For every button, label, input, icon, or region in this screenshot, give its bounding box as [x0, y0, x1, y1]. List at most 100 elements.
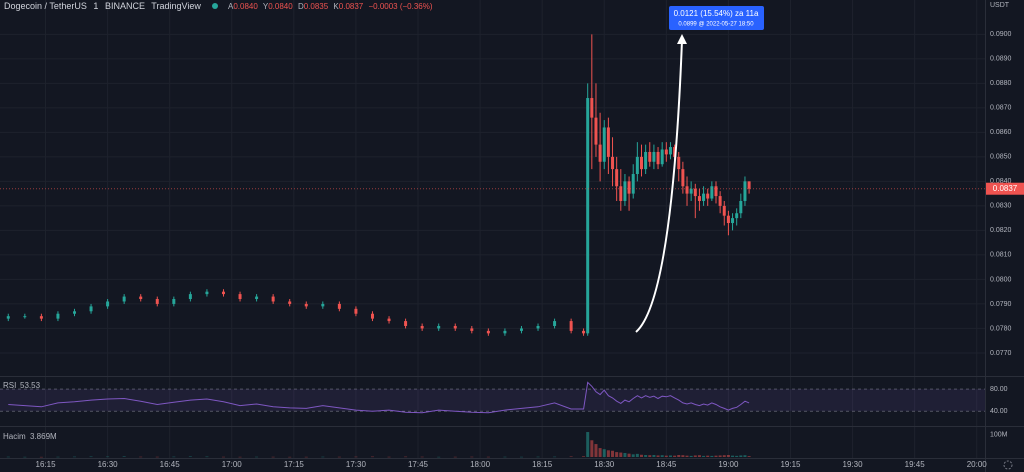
volume-legend-value: 3.869M [30, 432, 57, 441]
volume-bar [726, 454, 730, 457]
volume-bar [706, 455, 710, 457]
x-tick-label: 20:00 [967, 460, 988, 469]
volume-bar [635, 453, 639, 457]
candle-body [726, 215, 730, 224]
y-tick-label: 0.0800 [990, 276, 1012, 283]
measure-arrowhead [677, 34, 687, 44]
rsi-title: RSI [3, 381, 16, 390]
settings-icon[interactable] [1003, 460, 1013, 470]
x-tick-label: 16:45 [160, 460, 181, 469]
candle-body [304, 303, 308, 307]
volume-bar [735, 455, 739, 457]
rsi-line [8, 381, 750, 414]
volume-bar [598, 448, 602, 457]
candle-body [718, 196, 722, 206]
status-dot [212, 3, 218, 9]
volume-bar [205, 456, 209, 458]
change: −0.0003 (−0.36%) [368, 2, 432, 11]
candle-body [660, 149, 664, 165]
volume-bar [238, 456, 242, 458]
candle-body [706, 193, 710, 199]
candle-body [238, 294, 242, 300]
candle-body [685, 186, 689, 194]
x-tick-label: 17:00 [222, 460, 243, 469]
candle-body [139, 296, 143, 300]
candle-body [668, 147, 672, 155]
volume-bar [221, 456, 225, 458]
x-tick-label: 18:30 [594, 460, 615, 469]
candle-body [693, 188, 697, 197]
candle-body [39, 316, 43, 319]
last-price-label: 0.0837 [993, 184, 1018, 193]
volume-bar [6, 456, 10, 458]
ohlc-legend: A0.0840 Y0.0840 D0.0835 K0.0837 −0.0003 … [228, 2, 433, 11]
candle-body [569, 321, 573, 331]
candle-body [437, 325, 441, 329]
candle-body [747, 181, 751, 189]
volume-bar [72, 456, 76, 458]
volume-bar [681, 455, 685, 457]
source: TradingView [151, 1, 201, 11]
x-tick-label: 17:30 [346, 460, 367, 469]
candle-body [23, 316, 27, 318]
volume-bar [553, 456, 557, 458]
ohlc-label: K [333, 2, 339, 11]
volume-bar [420, 456, 424, 458]
candle-body [623, 181, 627, 201]
volume-bar [714, 455, 718, 457]
ohlc-value: 0.0837 [339, 2, 364, 11]
volume-bar [122, 456, 126, 457]
candle-body [689, 188, 693, 194]
candle-body [710, 186, 714, 199]
volume-bar [106, 456, 110, 458]
candle-body [172, 299, 176, 304]
rsi-band [0, 389, 985, 412]
y-tick-label: 0.0850 [990, 154, 1012, 161]
volume-bar [337, 456, 341, 458]
volume-bar [639, 454, 643, 457]
candle-body [606, 127, 610, 157]
ohlc-value: 0.0840 [233, 2, 258, 11]
candle-body [354, 308, 358, 314]
candle-body [594, 117, 598, 145]
chart-header: Dogecoin / TetherUS 1 BINANCE TradingVie… [4, 1, 201, 11]
candle-body [586, 98, 590, 334]
candle-body [652, 151, 656, 162]
volume-bar [503, 456, 507, 458]
volume-bar [453, 456, 457, 458]
volume-bar [288, 456, 292, 458]
candle-body [420, 325, 424, 329]
volume-bar [188, 456, 192, 458]
volume-bar [404, 456, 408, 458]
candle-body [470, 328, 474, 331]
volume-bar [697, 455, 701, 457]
volume-bar [611, 450, 615, 457]
x-tick-label: 19:45 [905, 460, 926, 469]
candle-body [697, 196, 701, 201]
grid [0, 0, 985, 458]
volume-title: Hacim [3, 432, 26, 441]
volume-bar [437, 456, 441, 458]
price-axis-unit: USDT [990, 2, 1010, 9]
volume-bar [718, 455, 722, 457]
candle-body [106, 301, 110, 307]
candle-body [271, 296, 275, 302]
y-tick-label: 0.0890 [990, 56, 1012, 63]
volume-bar [619, 452, 623, 457]
x-tick-label: 17:45 [408, 460, 429, 469]
x-tick-label: 18:45 [656, 460, 677, 469]
candle-body [590, 98, 594, 118]
y-tick-label: 0.0860 [990, 129, 1012, 136]
volume-bar [743, 455, 747, 457]
volume-bar [623, 452, 627, 457]
volume-bar [747, 456, 751, 457]
candle-body [155, 299, 159, 304]
candle-body [735, 213, 739, 219]
x-tick-label: 19:00 [718, 460, 739, 469]
y-tick-label: 0.0820 [990, 227, 1012, 234]
volume-bar [354, 456, 358, 458]
candle-body [677, 156, 681, 170]
volume-bar [644, 454, 648, 457]
candle-body [702, 193, 706, 201]
